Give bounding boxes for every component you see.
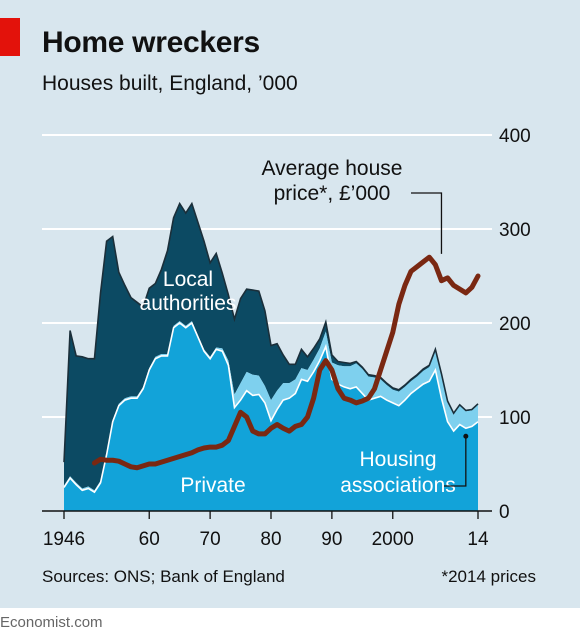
x-tick-label: 2000 — [372, 529, 414, 550]
brand-credit: Economist.com — [0, 614, 103, 631]
house-price-label: Average house — [262, 157, 403, 180]
red-tag-marker — [0, 18, 20, 56]
housing-associations-dot — [463, 433, 469, 439]
y-tick-label: 200 — [499, 314, 531, 335]
y-tick-label: 400 — [499, 126, 531, 147]
x-tick-label: 60 — [139, 529, 160, 550]
housing-associations-label: Housing — [359, 448, 436, 471]
chart-title: Home wreckers — [42, 26, 260, 59]
chart-subtitle: Houses built, England, ’000 — [42, 72, 298, 95]
x-tick-label: 14 — [467, 529, 489, 550]
private-label: Private — [180, 474, 245, 497]
price-footnote: *2014 prices — [441, 567, 536, 586]
x-tick-label: 1946 — [43, 529, 85, 550]
y-tick-label: 100 — [499, 408, 531, 429]
axes: 0 100 200 300 400 1946 60 70 80 90 2000 14 — [42, 126, 531, 550]
x-tick-label: 90 — [321, 529, 342, 550]
housing-associations-label: associations — [340, 474, 456, 497]
house-price-series — [91, 254, 481, 471]
area-chart: 0 100 200 300 400 1946 60 70 80 90 2000 14 Localaut… — [42, 126, 531, 550]
x-tick-label: 70 — [200, 529, 221, 550]
y-tick-label: 300 — [499, 220, 531, 241]
house-price-label: price*, £’000 — [274, 182, 391, 205]
sources-note: Sources: ONS; Bank of England — [42, 567, 285, 586]
house-price-leader — [411, 192, 443, 254]
private-edge — [63, 321, 479, 494]
stacked-areas — [63, 201, 479, 511]
local-authorities-area — [64, 203, 478, 491]
private-area — [64, 323, 478, 511]
housing-associations-area — [64, 321, 478, 493]
total-edge — [63, 201, 479, 463]
local-authorities-label: Local — [163, 268, 213, 291]
y-tick-label: 0 — [499, 502, 510, 523]
housing-associations-leader — [444, 436, 467, 487]
x-tick-label: 80 — [260, 529, 281, 550]
house-price-line — [91, 254, 481, 471]
local-authorities-label: authorities — [140, 292, 237, 315]
